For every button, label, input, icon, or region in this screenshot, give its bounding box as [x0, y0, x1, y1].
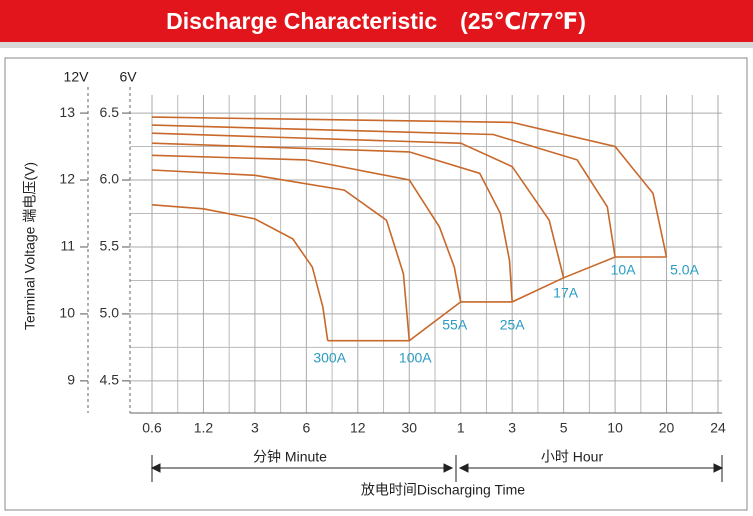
discharge-curve — [151, 142, 513, 302]
x-tick-label: 12 — [350, 420, 366, 436]
title-shadow — [0, 42, 753, 48]
x-bracket — [150, 455, 724, 482]
x-tick-label: 1 — [457, 420, 465, 436]
x-axis-label: 放电时间Discharging Time — [361, 482, 525, 498]
discharge-curve — [151, 204, 329, 341]
curve-label: 55A — [442, 317, 468, 333]
curve-label: 10A — [611, 262, 637, 278]
curve-label: 25A — [500, 317, 526, 333]
y-tick-label: 13 — [59, 104, 75, 120]
x-tick-label: 10 — [607, 420, 623, 436]
discharge-curve — [151, 154, 462, 303]
y-tick-label: 10 — [59, 305, 75, 321]
y-tick-label: 11 — [60, 238, 75, 254]
chart-frame — [4, 57, 748, 511]
x-tick-label: 3 — [508, 420, 516, 436]
y-header: 12V — [64, 69, 90, 85]
chart-title: Discharge Characteristic (25℃/77℉) — [166, 8, 586, 34]
x-tick-label: 1.2 — [194, 420, 214, 436]
discharge-curve — [151, 124, 616, 258]
y2-tick-label: 6.0 — [100, 171, 120, 187]
y-axis-label: Terminal Voltage 端电压(V) — [22, 162, 38, 330]
y2-tick-label: 6.5 — [100, 104, 120, 120]
curve-label: 17A — [553, 284, 579, 300]
y-tick-label: 12 — [59, 171, 75, 187]
y2-tick-label: 5.0 — [100, 305, 120, 321]
x-group-label: 小时 Hour — [541, 449, 604, 465]
x-tick-label: 24 — [710, 420, 726, 436]
x-tick-label: 20 — [659, 420, 675, 436]
y-tick-label: 9 — [67, 372, 75, 388]
x-tick-label: 3 — [251, 420, 259, 436]
title-bar — [0, 0, 753, 42]
x-tick-label: 5 — [560, 420, 568, 436]
discharge-curve — [151, 116, 668, 258]
y2-tick-label: 5.5 — [100, 238, 120, 254]
x-group-label: 分钟 Minute — [253, 449, 327, 465]
discharge-curve — [151, 132, 565, 278]
curve-label: 5.0A — [670, 262, 699, 278]
curve-label: 300A — [313, 349, 346, 365]
plot-area — [130, 95, 722, 413]
discharge-curve — [151, 169, 411, 341]
x-tick-label: 30 — [401, 420, 417, 436]
x-tick-label: 0.6 — [142, 420, 162, 436]
x-tick-label: 6 — [302, 420, 310, 436]
curve-label: 100A — [399, 349, 432, 365]
y2-header: 6V — [119, 69, 137, 85]
y2-tick-label: 4.5 — [100, 372, 120, 388]
